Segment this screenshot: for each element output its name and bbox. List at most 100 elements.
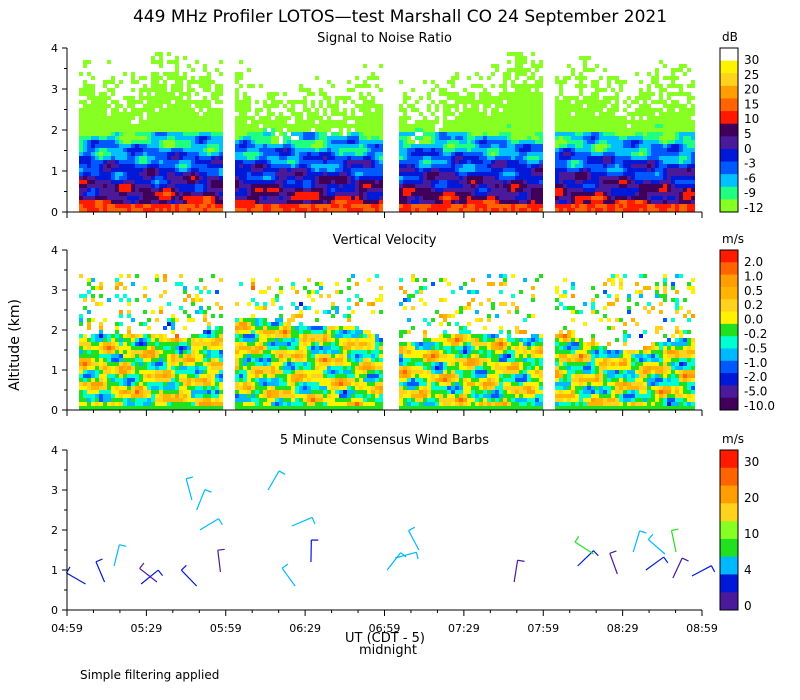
heat-cell bbox=[379, 172, 383, 176]
heat-cell bbox=[319, 128, 323, 132]
heat-cell bbox=[415, 172, 419, 176]
heat-cell bbox=[143, 192, 147, 196]
heat-cell bbox=[563, 184, 567, 188]
heat-cell bbox=[115, 104, 119, 108]
heat-cell bbox=[455, 180, 459, 184]
heat-cell bbox=[455, 156, 459, 160]
heat-cell bbox=[163, 136, 167, 140]
heat-cell bbox=[115, 358, 119, 362]
heat-cell bbox=[127, 330, 131, 334]
heat-cell bbox=[355, 184, 359, 188]
heat-cell bbox=[323, 192, 327, 196]
heat-cell bbox=[311, 152, 315, 156]
heat-cell bbox=[259, 188, 263, 192]
heat-cell bbox=[91, 374, 95, 378]
heat-cell bbox=[119, 188, 123, 192]
heat-cell bbox=[507, 116, 511, 120]
heat-cell bbox=[639, 108, 643, 112]
heat-cell bbox=[319, 200, 323, 204]
heat-cell bbox=[295, 172, 299, 176]
heat-cell bbox=[239, 72, 243, 76]
heat-cell bbox=[683, 120, 687, 124]
heat-cell bbox=[615, 104, 619, 108]
heat-cell bbox=[423, 132, 427, 136]
heat-cell bbox=[95, 370, 99, 374]
heat-cell bbox=[87, 204, 91, 208]
heat-cell bbox=[83, 180, 87, 184]
heat-cell bbox=[219, 200, 223, 204]
heat-cell bbox=[343, 160, 347, 164]
heat-cell bbox=[107, 382, 111, 386]
heat-cell bbox=[183, 200, 187, 204]
heat-cell bbox=[315, 188, 319, 192]
heat-cell bbox=[691, 120, 695, 124]
heat-cell bbox=[171, 184, 175, 188]
heat-cell bbox=[255, 100, 259, 104]
heat-cell bbox=[151, 310, 155, 314]
heat-cell bbox=[539, 108, 543, 112]
heat-cell bbox=[159, 172, 163, 176]
heat-cell bbox=[127, 298, 131, 302]
heat-cell bbox=[255, 184, 259, 188]
heat-cell bbox=[475, 188, 479, 192]
heat-cell bbox=[631, 144, 635, 148]
heat-cell bbox=[527, 188, 531, 192]
heat-cell bbox=[103, 402, 107, 406]
heat-cell bbox=[639, 88, 643, 92]
heat-cell bbox=[263, 200, 267, 204]
heat-cell bbox=[503, 184, 507, 188]
heat-cell bbox=[203, 128, 207, 132]
heat-cell bbox=[627, 172, 631, 176]
heat-cell bbox=[163, 188, 167, 192]
heat-cell bbox=[183, 290, 187, 294]
heat-cell bbox=[367, 196, 371, 200]
heat-cell bbox=[211, 160, 215, 164]
heat-cell bbox=[675, 116, 679, 120]
heat-cell bbox=[179, 390, 183, 394]
heat-cell bbox=[251, 164, 255, 168]
heat-cell bbox=[251, 184, 255, 188]
heat-cell bbox=[591, 148, 595, 152]
heat-cell bbox=[587, 140, 591, 144]
heat-cell bbox=[359, 92, 363, 96]
heat-cell bbox=[183, 188, 187, 192]
heat-cell bbox=[567, 124, 571, 128]
panel-title: Vertical Velocity bbox=[333, 233, 437, 248]
heat-cell bbox=[195, 188, 199, 192]
heat-cell bbox=[355, 196, 359, 200]
heat-cell bbox=[647, 92, 651, 96]
heat-cell bbox=[679, 88, 683, 92]
heat-cell bbox=[579, 132, 583, 136]
heat-cell bbox=[667, 156, 671, 160]
heat-cell bbox=[95, 140, 99, 144]
heat-cell bbox=[579, 104, 583, 108]
heat-cell bbox=[239, 188, 243, 192]
heat-cell bbox=[427, 148, 431, 152]
heat-cell bbox=[371, 96, 375, 100]
heat-cell bbox=[435, 132, 439, 136]
heat-cell bbox=[183, 402, 187, 406]
heat-cell bbox=[655, 204, 659, 208]
heat-cell bbox=[539, 208, 543, 212]
heat-cell bbox=[503, 204, 507, 208]
heat-cell bbox=[599, 200, 603, 204]
heat-cell bbox=[639, 188, 643, 192]
heat-cell bbox=[247, 160, 251, 164]
heat-cell bbox=[531, 184, 535, 188]
heat-cell bbox=[139, 346, 143, 350]
heat-cell bbox=[691, 152, 695, 156]
heat-cell bbox=[575, 152, 579, 156]
heat-cell bbox=[147, 168, 151, 172]
heat-cell bbox=[147, 394, 151, 398]
heat-cell bbox=[299, 152, 303, 156]
heat-cell bbox=[335, 112, 339, 116]
heat-cell bbox=[175, 394, 179, 398]
heat-cell bbox=[123, 168, 127, 172]
heat-cell bbox=[183, 152, 187, 156]
heat-cell bbox=[147, 378, 151, 382]
heat-cell bbox=[567, 120, 571, 124]
heat-cell bbox=[643, 168, 647, 172]
heat-cell bbox=[567, 168, 571, 172]
heat-cell bbox=[171, 374, 175, 378]
heat-cell bbox=[427, 168, 431, 172]
